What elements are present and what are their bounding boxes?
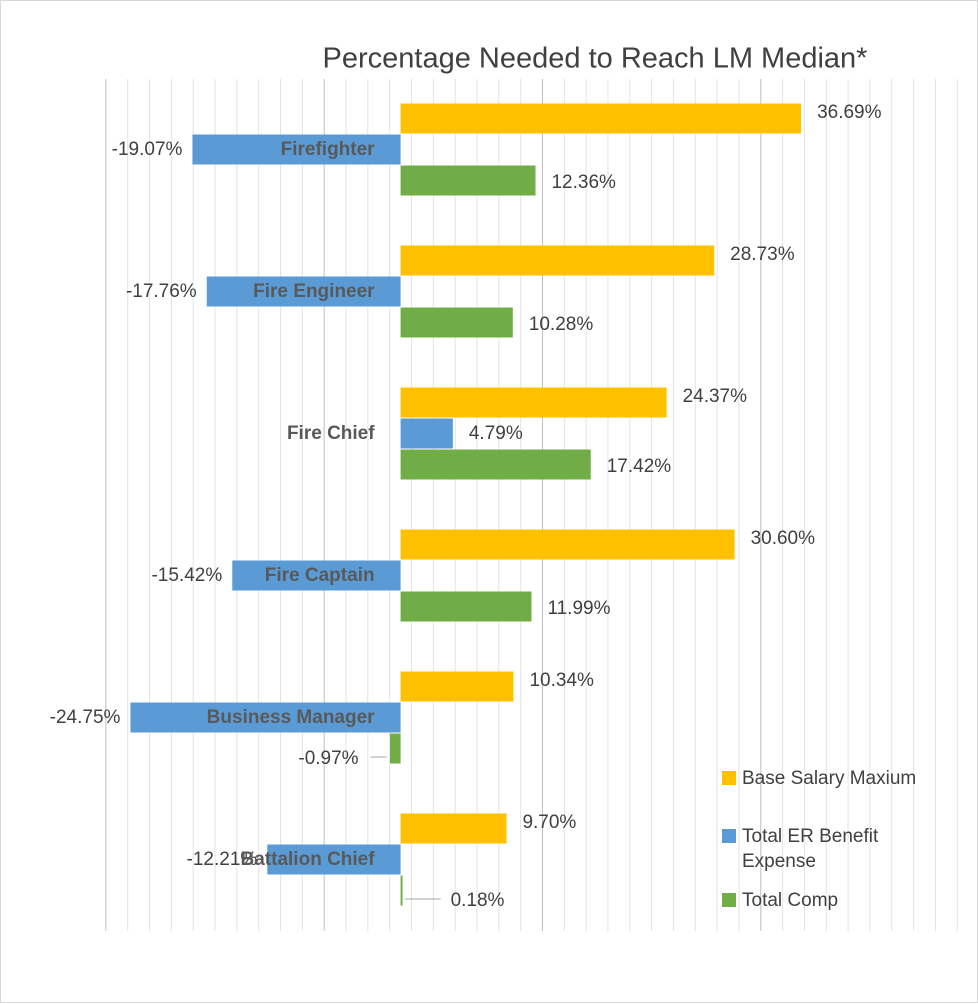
legend-swatch <box>722 771 736 785</box>
bar <box>400 813 507 844</box>
bar <box>400 671 514 702</box>
value-label: 10.34% <box>529 670 594 691</box>
bar <box>400 387 667 418</box>
value-label: -15.42% <box>151 565 222 586</box>
value-label: 24.37% <box>683 386 748 407</box>
value-label: -12.21% <box>187 849 258 870</box>
bar <box>130 702 401 733</box>
bar <box>400 245 715 276</box>
value-label: 10.28% <box>529 314 594 335</box>
bar <box>400 165 536 196</box>
bar <box>206 276 401 307</box>
value-label: 30.60% <box>751 528 816 549</box>
bar <box>400 529 735 560</box>
legend-swatch <box>722 829 736 843</box>
legend-label: Total Comp <box>742 890 839 911</box>
legend-label: Total ER Benefit Expense <box>742 826 879 872</box>
category-label: Fire Chief <box>287 423 375 444</box>
category-label: Firefighter <box>281 139 376 160</box>
category-label: Business Manager <box>207 707 375 728</box>
value-label: -19.07% <box>112 139 183 160</box>
value-label: 28.73% <box>730 244 795 265</box>
bar <box>400 591 532 622</box>
bar <box>192 134 401 165</box>
value-label: -24.75% <box>50 707 121 728</box>
value-label: -0.97% <box>298 748 358 769</box>
bar <box>400 307 513 338</box>
value-label: 12.36% <box>551 172 616 193</box>
bar <box>400 875 403 906</box>
value-label: -17.76% <box>126 281 197 302</box>
value-label: 0.18% <box>451 890 505 911</box>
value-label: 11.99% <box>547 598 610 619</box>
bar <box>400 449 591 480</box>
category-label: Fire Engineer <box>253 281 375 302</box>
category-label: Battalion Chief <box>241 849 376 870</box>
bar <box>400 103 802 134</box>
bar <box>389 733 401 764</box>
bar <box>400 418 453 449</box>
bar <box>267 844 401 875</box>
bar <box>232 560 401 591</box>
value-label: 4.79% <box>469 423 523 444</box>
chart-title: Percentage Needed to Reach LM Median* <box>323 43 868 75</box>
category-label: Fire Captain <box>265 565 375 586</box>
value-label: 17.42% <box>607 456 672 477</box>
legend-swatch <box>722 893 736 907</box>
value-label: 36.69% <box>817 102 882 123</box>
value-label: 9.70% <box>522 812 576 833</box>
legend-label: Base Salary Maxium <box>742 768 917 789</box>
